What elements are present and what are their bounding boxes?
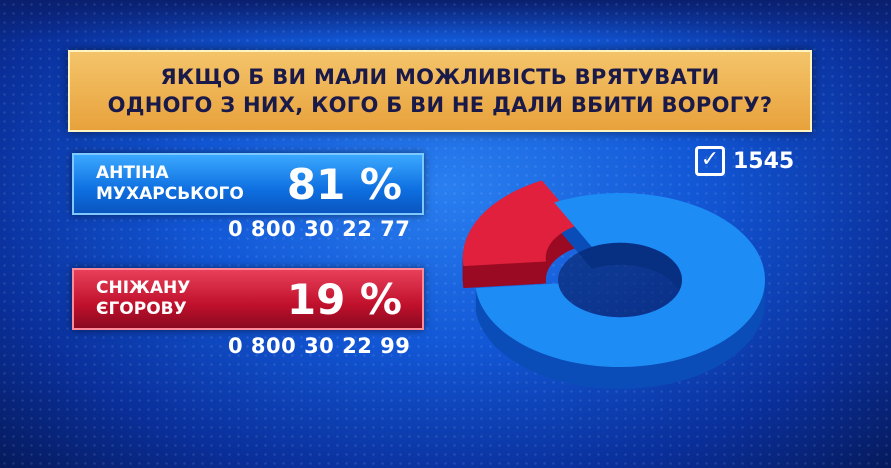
slice-сніжану-єгорову [462,180,580,267]
option-1-name: АНТІНА МУХАРСЬКОГО [96,163,244,205]
background-glow [0,0,891,40]
donut-hole [558,242,682,318]
option-2-phone: 0 800 30 22 99 [228,334,411,358]
option-1-phone: 0 800 30 22 77 [228,217,411,241]
question-banner: ЯКЩО Б ВИ МАЛИ МОЖЛИВІСТЬ ВРЯТУВАТИ ОДНО… [68,50,812,132]
question-line-1: ЯКЩО Б ВИ МАЛИ МОЖЛИВІСТЬ ВРЯТУВАТИ [160,65,720,89]
question-line-2: ОДНОГО З НИХ, КОГО Б ВИ НЕ ДАЛИ ВБИТИ ВО… [107,93,773,117]
vote-count: ✓ 1545 [695,146,794,176]
option-1-percent: 81 % [286,159,402,209]
option-2-percent: 19 % [286,274,402,324]
option-1-name-line2: МУХАРСЬКОГО [96,184,244,204]
option-2-name-line1: СНІЖАНУ [96,278,191,298]
slice-антіна-мухарського [475,192,766,367]
checkbox-check-icon: ✓ [695,146,725,176]
option-bar-2: СНІЖАНУ ЄГОРОВУ 19 % [72,268,424,330]
option-2-name: СНІЖАНУ ЄГОРОВУ [96,278,190,320]
option-2-name-line2: ЄГОРОВУ [96,299,187,319]
option-bar-1: АНТІНА МУХАРСЬКОГО 81 % [72,153,424,215]
option-1-name-line1: АНТІНА [96,163,169,183]
vote-count-value: 1545 [733,148,795,174]
